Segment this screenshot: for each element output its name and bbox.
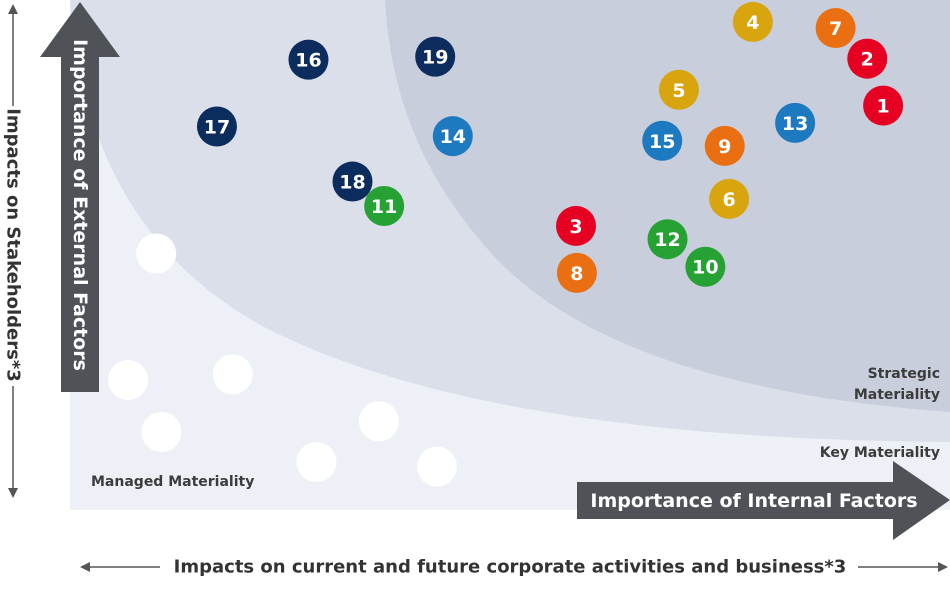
data-point-label: 11 xyxy=(371,196,397,218)
data-point-label: 1 xyxy=(877,96,890,118)
data-point-marker xyxy=(658,69,699,110)
data-point-label: 6 xyxy=(723,189,736,211)
data-point: 6 xyxy=(709,178,750,219)
data-point-marker xyxy=(556,252,597,293)
x-axis-arrow xyxy=(577,461,950,540)
x-axis-label: Importance of Internal Factors xyxy=(590,490,917,512)
data-point: 7 xyxy=(815,8,856,49)
data-point: 17 xyxy=(196,106,237,147)
data-point-marker xyxy=(732,1,773,42)
zone-label-managed: Managed Materiality xyxy=(91,474,254,490)
data-point-label: 8 xyxy=(570,263,583,285)
data-point: 10 xyxy=(685,246,726,287)
data-point-marker xyxy=(332,161,373,202)
data-point: 8 xyxy=(556,252,597,293)
data-point xyxy=(212,354,253,395)
data-point xyxy=(416,446,457,487)
zone-label-key: Key Materiality xyxy=(820,445,940,461)
data-point-marker xyxy=(847,38,888,79)
data-point-marker xyxy=(288,39,329,80)
x-outer-axis xyxy=(80,562,948,572)
data-point-label: 3 xyxy=(569,216,582,238)
y-axis-label: Importance of External Factors xyxy=(69,39,91,371)
data-point: 3 xyxy=(556,205,596,246)
y-outer-axis-label: Impacts on Stakeholders*3 xyxy=(3,108,24,382)
y-outer-axis xyxy=(8,4,18,498)
data-point xyxy=(141,411,182,452)
zone-label-strategic-line1: Strategic xyxy=(868,366,940,382)
data-point-marker xyxy=(432,116,473,157)
data-point: 11 xyxy=(364,186,405,227)
data-point-marker xyxy=(296,442,337,483)
data-point: 2 xyxy=(847,38,888,79)
data-point: 14 xyxy=(432,116,473,157)
data-point-label: 13 xyxy=(782,113,808,135)
data-point xyxy=(358,401,399,442)
data-point-label: 19 xyxy=(422,47,448,69)
data-point-marker xyxy=(212,354,253,395)
data-point: 18 xyxy=(332,161,373,202)
data-point-marker xyxy=(556,205,596,246)
data-point-label: 7 xyxy=(829,18,842,40)
data-point: 16 xyxy=(288,39,329,80)
data-point-marker xyxy=(141,411,182,452)
data-point xyxy=(136,233,177,274)
data-point: 1 xyxy=(863,85,904,126)
data-point-marker xyxy=(136,233,177,274)
data-point-marker xyxy=(642,120,683,161)
data-point xyxy=(108,359,149,400)
data-point: 19 xyxy=(415,36,456,77)
data-point: 15 xyxy=(642,120,683,161)
x-outer-axis-label: Impacts on current and future corporate … xyxy=(174,557,847,578)
data-point-label: 16 xyxy=(295,50,321,72)
data-point-marker xyxy=(647,219,688,260)
data-point-label: 18 xyxy=(339,172,365,194)
data-point-marker xyxy=(108,359,149,400)
data-point-label: 15 xyxy=(649,131,675,153)
data-point-marker xyxy=(358,401,399,442)
data-point-label: 17 xyxy=(204,116,230,138)
data-point: 9 xyxy=(704,125,745,166)
data-point xyxy=(296,442,337,483)
data-point-marker xyxy=(415,36,456,77)
data-point: 4 xyxy=(732,1,773,42)
data-point-label: 5 xyxy=(672,80,685,102)
data-point-marker xyxy=(815,8,856,49)
data-point: 13 xyxy=(775,102,816,143)
data-point: 5 xyxy=(658,69,699,110)
zone-label-strategic-line2: Materiality xyxy=(854,387,940,403)
data-point-label: 14 xyxy=(440,126,466,148)
data-point-label: 12 xyxy=(654,229,680,251)
data-point-marker xyxy=(364,186,405,227)
data-point-label: 10 xyxy=(692,257,718,279)
data-point-label: 2 xyxy=(861,49,874,71)
data-point-marker xyxy=(416,446,457,487)
data-point-marker xyxy=(775,102,816,143)
data-point: 12 xyxy=(647,219,688,260)
data-point-marker xyxy=(196,106,237,147)
data-point-marker xyxy=(863,85,904,126)
data-point-marker xyxy=(704,125,745,166)
data-point-label: 4 xyxy=(746,12,759,34)
data-point-marker xyxy=(685,246,726,287)
data-point-marker xyxy=(709,178,750,219)
strategic-materiality-zone xyxy=(385,0,950,412)
y-axis-arrow xyxy=(40,2,120,392)
data-point-label: 9 xyxy=(718,136,731,158)
